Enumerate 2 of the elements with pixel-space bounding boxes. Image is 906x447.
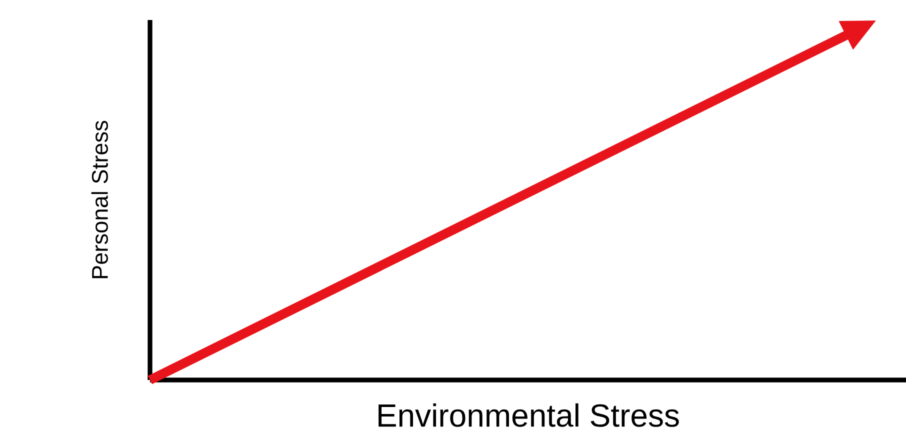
x-axis-title: Environmental Stress [378,403,679,427]
y-axis-title: Personal Stress [91,120,108,278]
